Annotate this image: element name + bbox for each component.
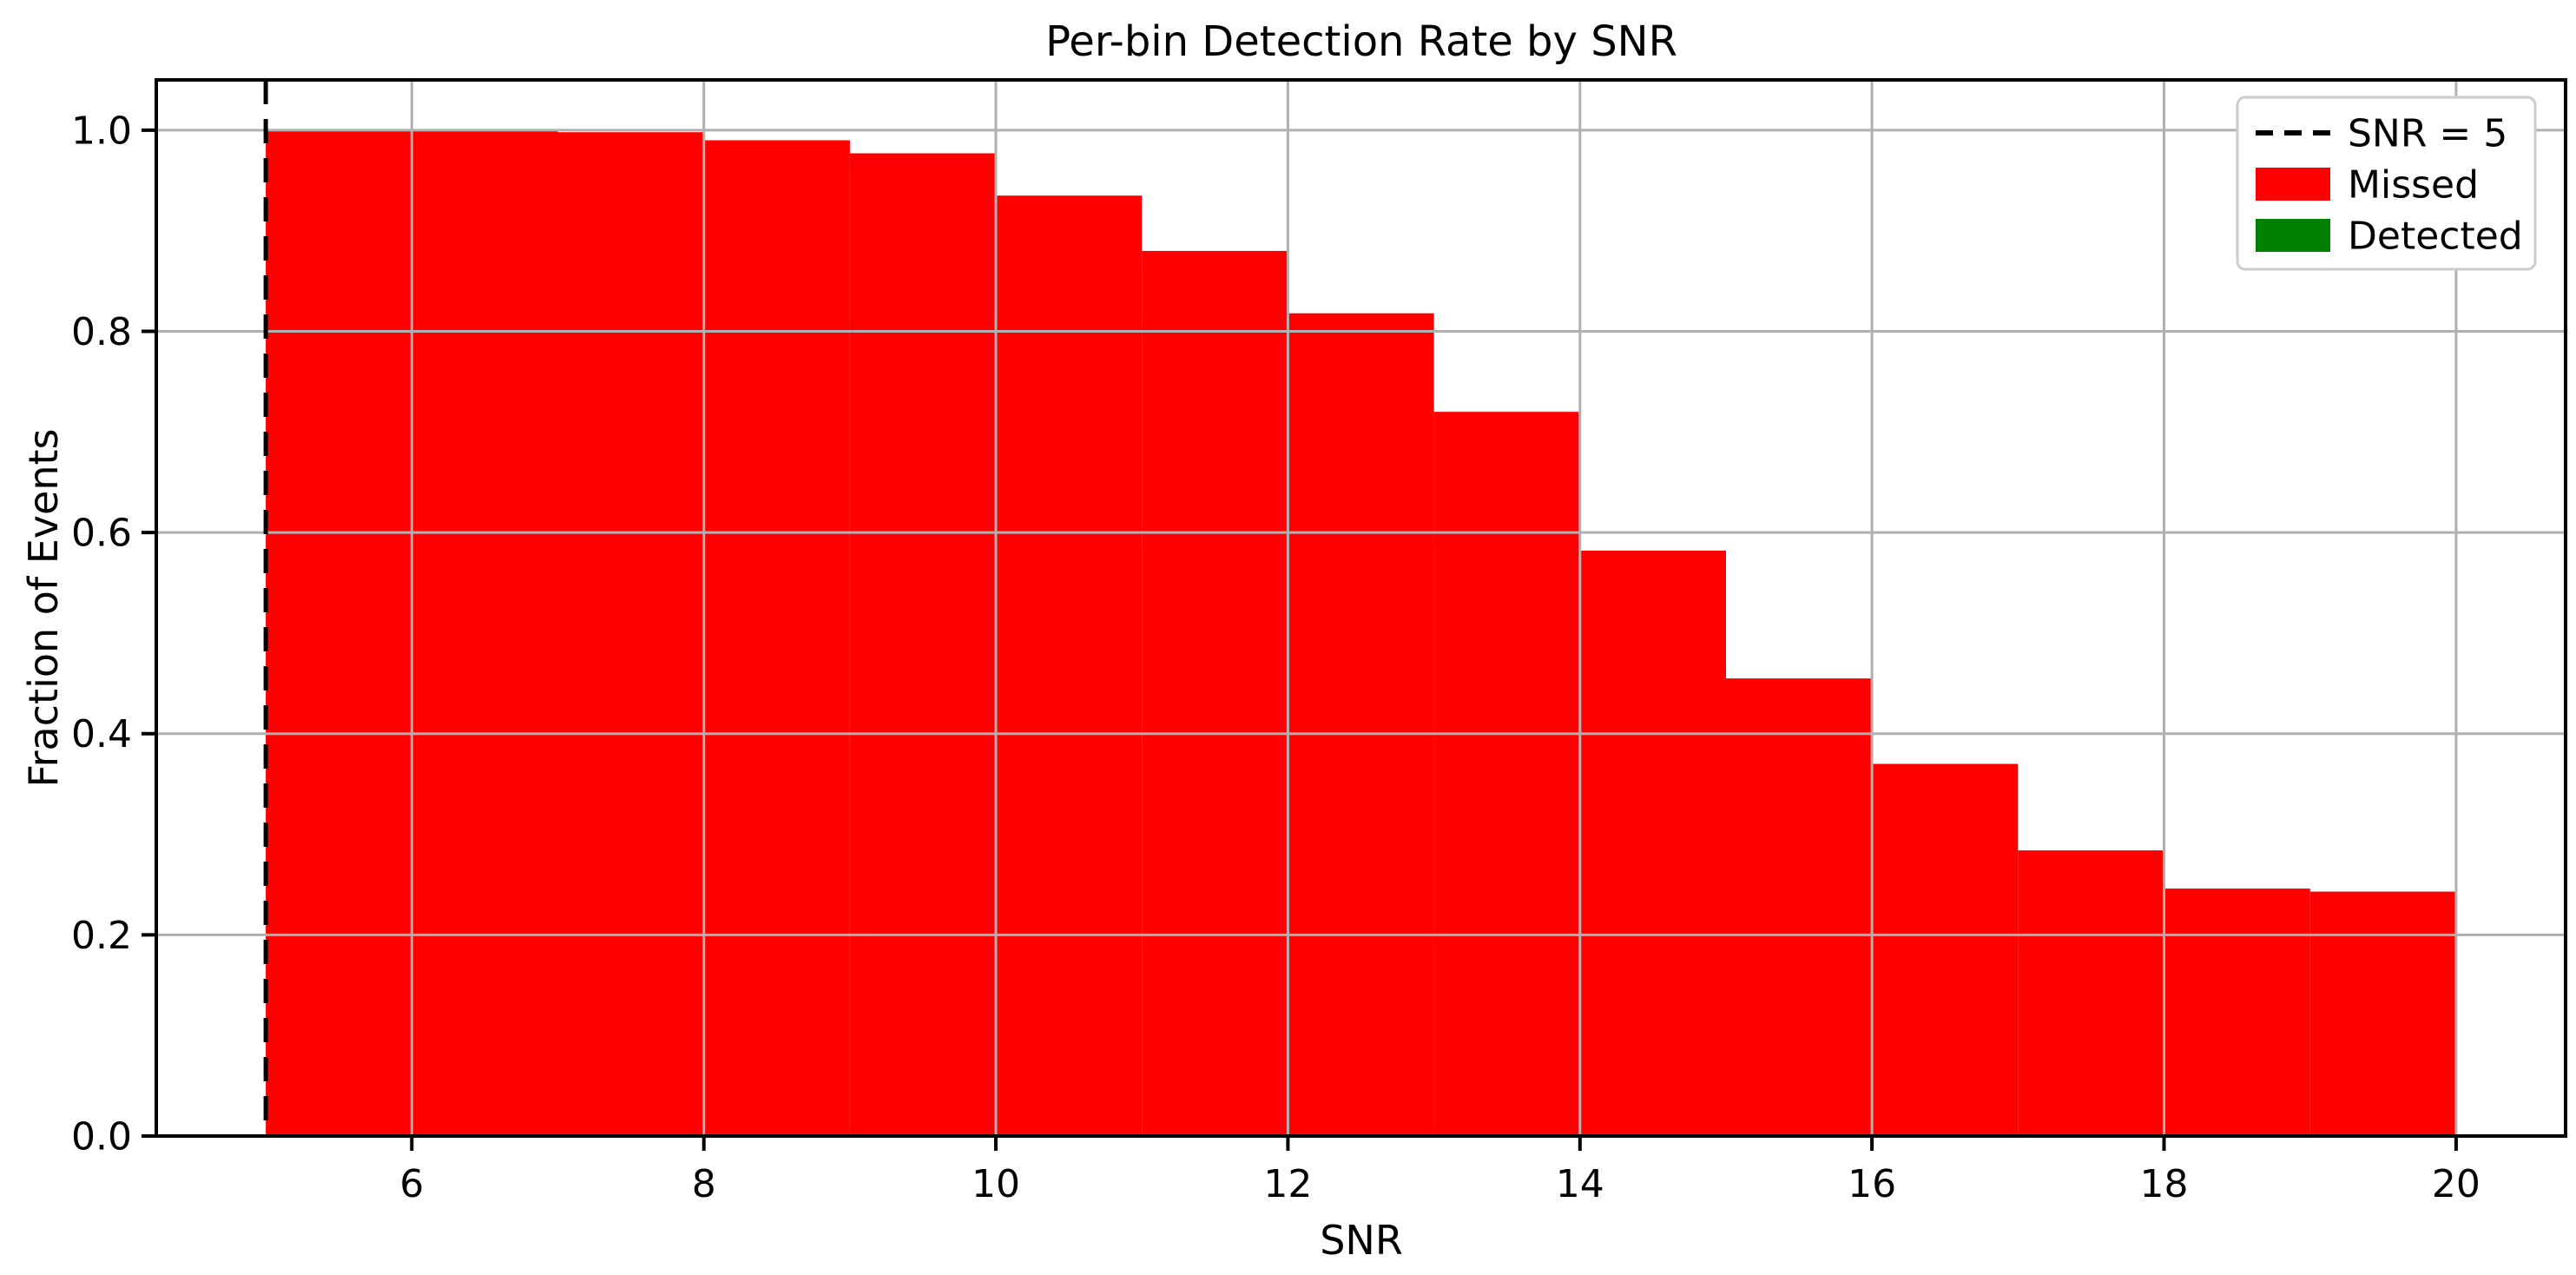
y-tick-label-1.0: 1.0 (71, 109, 132, 153)
x-tick-label-10: 10 (972, 1162, 1020, 1206)
bar-missed-bin-17 (2018, 850, 2164, 1136)
legend-label-detected: Detected (2348, 214, 2523, 258)
bar-missed-bin-15 (1726, 678, 1873, 1136)
y-tick-label-0.0: 0.0 (71, 1114, 132, 1159)
bar-missed-bin-7 (557, 132, 704, 1137)
bar-missed-bin-10 (996, 195, 1143, 1137)
bar-missed-bin-11 (1142, 250, 1288, 1136)
y-axis-label: Fraction of Events (20, 429, 67, 788)
bar-missed-bin-8 (703, 140, 850, 1136)
bar-missed-bin-14 (1579, 551, 1726, 1136)
legend-missed-swatch (2256, 168, 2330, 201)
x-tick-label-20: 20 (2432, 1162, 2480, 1206)
bar-missed-bin-19 (2309, 891, 2456, 1136)
y-tick-label-0.4: 0.4 (71, 712, 132, 756)
axes-layer (142, 78, 2567, 1151)
y-tick-label-0.6: 0.6 (71, 512, 132, 556)
bar-missed-bin-6 (412, 129, 558, 1136)
x-tick-label-12: 12 (1263, 1162, 1312, 1206)
y-tick-label-0.8: 0.8 (71, 310, 132, 354)
x-tick-label-6: 6 (399, 1162, 424, 1206)
legend: SNR = 5 Missed Detected (2236, 96, 2537, 271)
x-axis-label: SNR (1320, 1217, 1403, 1264)
y-tick-label-0.2: 0.2 (71, 914, 132, 958)
x-tick-label-14: 14 (1556, 1162, 1604, 1206)
bar-missed-bin-18 (2164, 889, 2310, 1136)
bars-layer (266, 129, 2456, 1137)
bar-missed-bin-16 (1872, 763, 2019, 1136)
legend-label-snr5: SNR = 5 (2348, 111, 2507, 155)
bar-missed-bin-12 (1288, 313, 1434, 1136)
bar-missed-bin-13 (1433, 412, 1580, 1136)
bar-missed-bin-5 (266, 129, 412, 1136)
tick-labels-layer: 6 8 10 12 14 16 18 20 0.0 0.2 0.4 0.6 0.8 1.0 (71, 109, 2480, 1206)
legend-detected-swatch (2256, 219, 2330, 252)
axes-spines (155, 78, 2567, 1138)
x-tick-label-18: 18 (2140, 1162, 2189, 1206)
legend-label-missed: Missed (2348, 162, 2479, 207)
chart-title: Per-bin Detection Rate by SNR (1045, 17, 1677, 66)
x-tick-label-16: 16 (1848, 1162, 1896, 1206)
grid-layer (156, 80, 2566, 1138)
x-tick-label-8: 8 (692, 1162, 716, 1206)
bar-missed-bin-9 (849, 153, 997, 1136)
